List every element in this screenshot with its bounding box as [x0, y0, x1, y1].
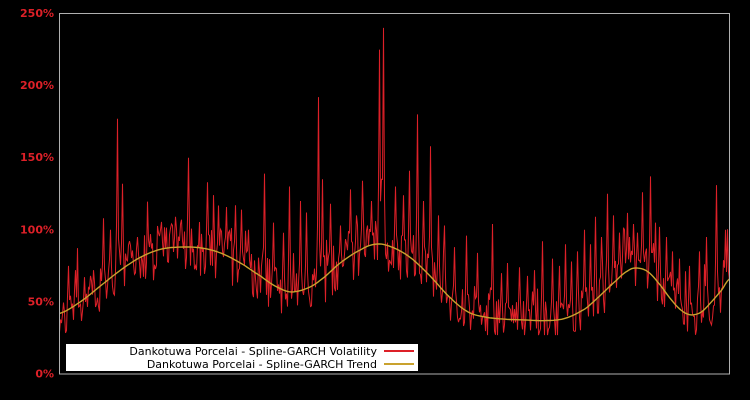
y-tick-label: 250% [20, 7, 54, 20]
legend: Dankotuwa Porcelai - Spline-GARCH Volati… [66, 344, 418, 371]
legend-label-volatility: Dankotuwa Porcelai - Spline-GARCH Volati… [129, 344, 377, 358]
legend-row-volatility: Dankotuwa Porcelai - Spline-GARCH Volati… [66, 345, 418, 358]
legend-row-trend: Dankotuwa Porcelai - Spline-GARCH Trend [66, 358, 418, 371]
plot-border [59, 13, 730, 375]
legend-line-sample-volatility [384, 350, 414, 352]
y-tick-label: 100% [20, 223, 54, 236]
volatility-series-line [59, 27, 730, 336]
trend-series-line [59, 243, 731, 322]
legend-label-trend: Dankotuwa Porcelai - Spline-GARCH Trend [146, 357, 377, 371]
y-tick-label: 200% [20, 79, 54, 92]
y-tick-label: 0% [35, 368, 54, 381]
y-tick-label: 150% [20, 151, 54, 164]
y-axis-tick-labels: 0% 50% 100% 150% 200% 250% [20, 7, 54, 381]
legend-line-sample-trend [384, 363, 414, 365]
y-tick-label: 50% [28, 295, 54, 308]
